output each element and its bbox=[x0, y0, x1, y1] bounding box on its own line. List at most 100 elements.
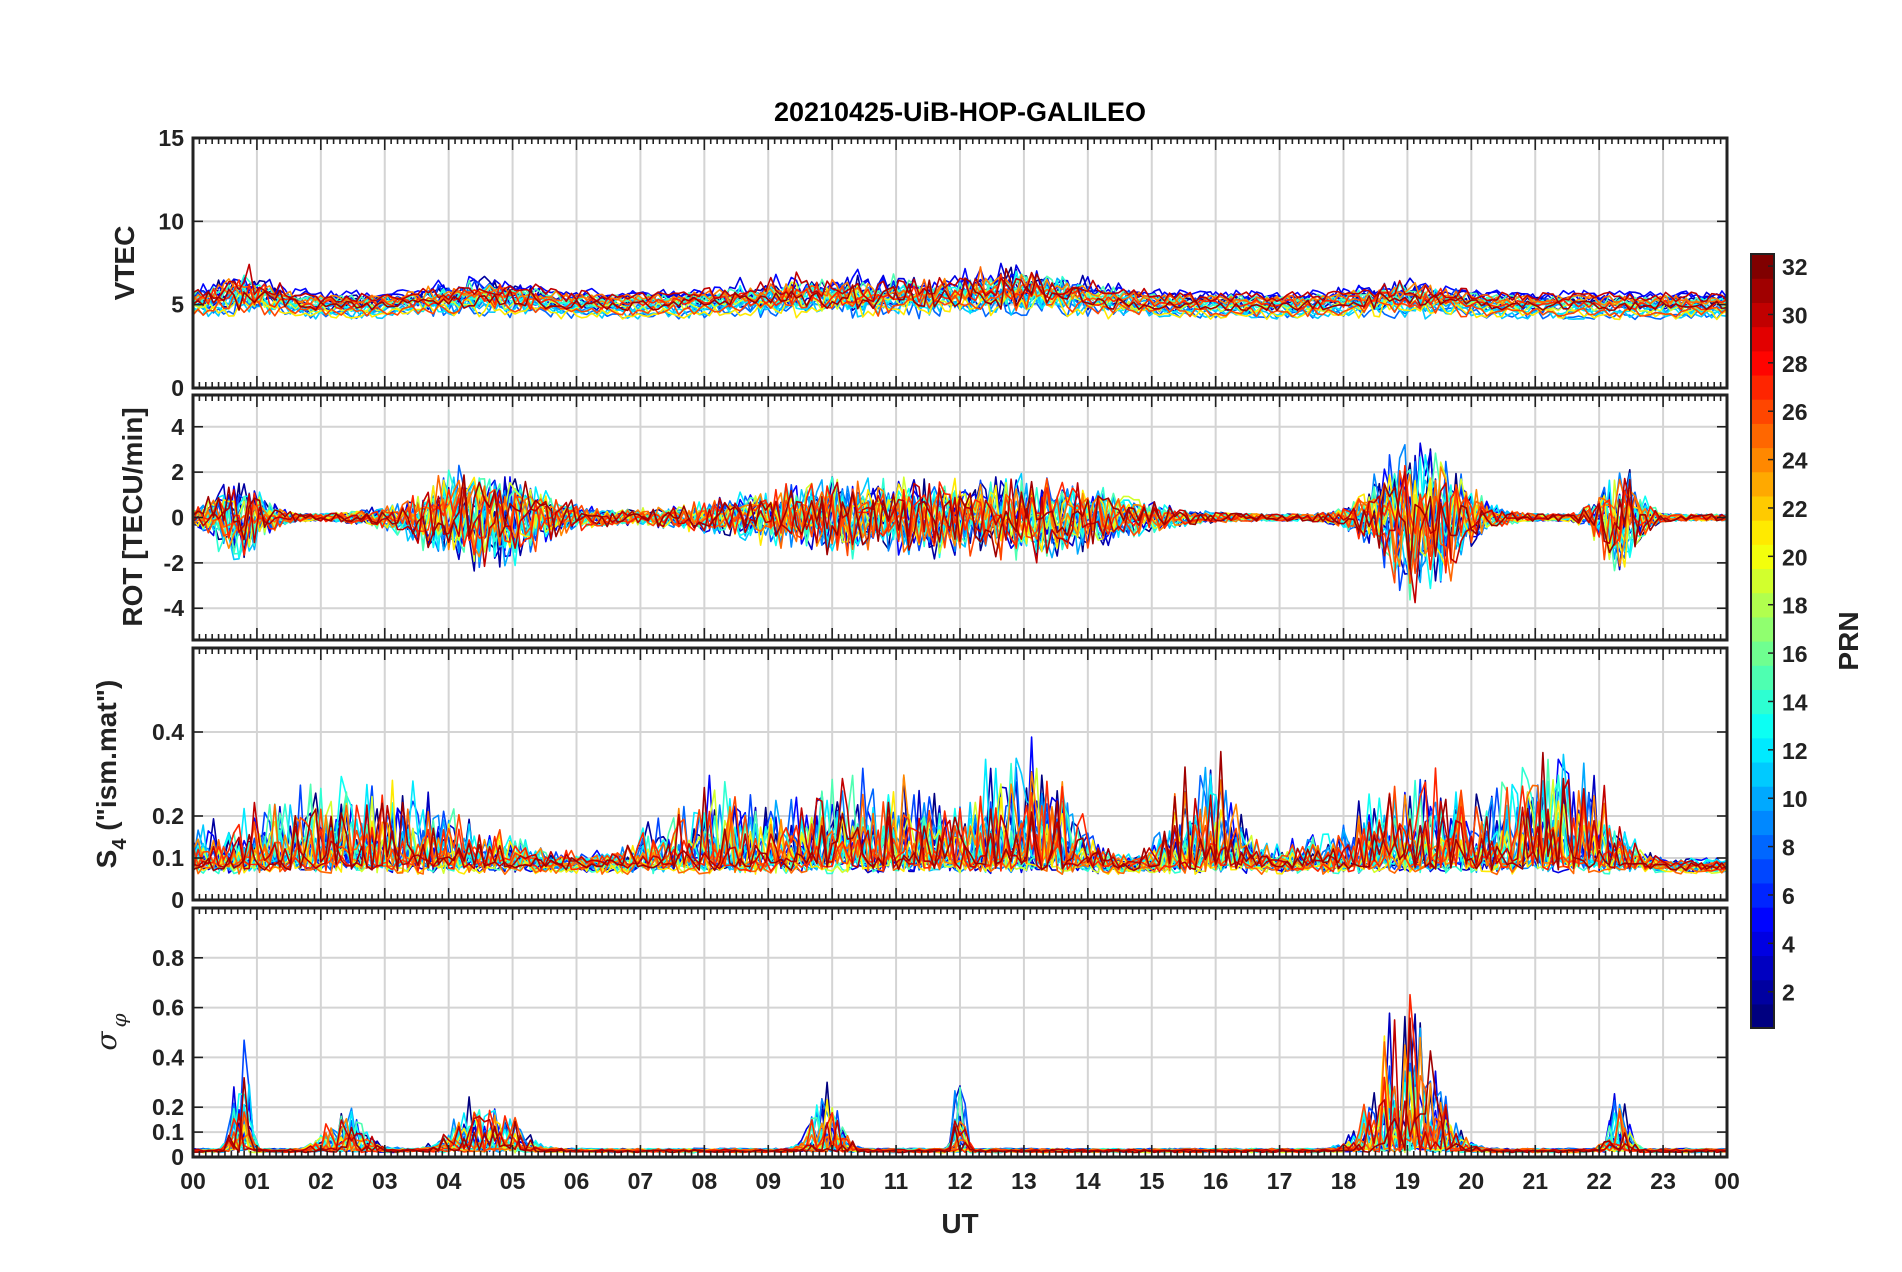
series-line-prn-31 bbox=[193, 750, 1727, 872]
panel-sigma-phi: 00.10.2 0.4 0.6 0.8 σφ bbox=[90, 906, 1729, 1170]
sigma-ylabel-main: σ bbox=[90, 1031, 123, 1051]
colorbar-band bbox=[1751, 641, 1774, 666]
y-tick-label: 0.8 bbox=[152, 945, 184, 971]
x-tick-label: 13 bbox=[1011, 1168, 1037, 1194]
series-line-prn-27 bbox=[193, 464, 1727, 574]
x-tick-label: 19 bbox=[1395, 1168, 1421, 1194]
x-tick-label: 00 bbox=[180, 1168, 206, 1194]
colorbar-band bbox=[1751, 471, 1774, 497]
y-tick-label: 10 bbox=[158, 208, 184, 234]
y-tick-label: 0.4 bbox=[152, 1044, 184, 1070]
series-line-prn-25 bbox=[193, 474, 1727, 584]
colorbar-band bbox=[1751, 761, 1774, 787]
vtec-series bbox=[193, 262, 1727, 321]
x-tick-label: 06 bbox=[564, 1168, 590, 1194]
colorbar-tick-label: 4 bbox=[1782, 931, 1795, 957]
colorbar-band bbox=[1751, 302, 1774, 328]
y-tick-label: 0.1 bbox=[152, 845, 184, 871]
colorbar-band bbox=[1751, 254, 1774, 279]
series-line-prn-11 bbox=[193, 284, 1727, 320]
colorbar-band bbox=[1751, 278, 1774, 303]
colorbar-band bbox=[1751, 931, 1774, 957]
x-tick-label: 05 bbox=[500, 1168, 526, 1194]
colorbar-band bbox=[1751, 955, 1774, 981]
sigma-tick-labels: 00.10.2 0.4 0.6 0.8 bbox=[152, 945, 184, 1170]
colorbar-tick-label: 16 bbox=[1782, 641, 1808, 667]
colorbar-label: PRN bbox=[1833, 611, 1864, 670]
colorbar-tick-label: 8 bbox=[1782, 835, 1795, 861]
colorbar-band bbox=[1751, 447, 1774, 473]
y-tick-label: 5 bbox=[171, 292, 184, 318]
x-tick-label: 14 bbox=[1075, 1168, 1101, 1194]
x-tick-label: 10 bbox=[819, 1168, 845, 1194]
series-line-prn-30 bbox=[193, 263, 1727, 303]
colorbar-tick-label: 22 bbox=[1782, 496, 1808, 522]
colorbar-band bbox=[1751, 713, 1774, 739]
x-tick-labels: 00 01 02 03 04 05 06 07 08 09 10 11 12 13 14 15 16 17 18 19… bbox=[180, 1168, 1740, 1194]
colorbar-band bbox=[1751, 495, 1774, 521]
x-tick-label: 23 bbox=[1650, 1168, 1676, 1194]
vtec-tick-labels: 0 5 10 15 bbox=[158, 125, 184, 401]
x-tick-label: 00 bbox=[1714, 1168, 1740, 1194]
x-tick-label: 21 bbox=[1522, 1168, 1548, 1194]
colorbar-bands bbox=[1751, 254, 1774, 1029]
s4-series bbox=[193, 736, 1727, 876]
y-tick-label: 4 bbox=[171, 414, 184, 440]
colorbar-band bbox=[1751, 737, 1774, 763]
colorbar-tick-label: 32 bbox=[1782, 254, 1808, 280]
rot-ticks bbox=[192, 395, 1728, 640]
series-line-prn-31 bbox=[193, 474, 1727, 570]
s4-tick-labels: 0 0.1 0.2 0.4 bbox=[152, 719, 184, 913]
panel-vtec: 0 5 10 15 VTEC bbox=[109, 125, 1729, 401]
y-tick-label: -2 bbox=[164, 550, 184, 576]
x-tick-label: 02 bbox=[308, 1168, 334, 1194]
sigma-grid bbox=[193, 908, 1727, 1157]
y-tick-label: 0.1 bbox=[152, 1119, 184, 1145]
rot-axes-box bbox=[191, 393, 1729, 642]
colorbar-band bbox=[1751, 544, 1774, 570]
colorbar-band bbox=[1751, 520, 1774, 545]
vtec-grid bbox=[193, 138, 1727, 388]
y-tick-label: 0 bbox=[171, 887, 184, 913]
x-tick-label: 11 bbox=[884, 1168, 909, 1194]
x-tick-label: 22 bbox=[1586, 1168, 1612, 1194]
y-tick-label: 0.2 bbox=[152, 803, 184, 829]
x-tick-label: 15 bbox=[1139, 1168, 1165, 1194]
x-axis-label: UT bbox=[941, 1208, 978, 1239]
x-tick-label: 01 bbox=[244, 1168, 270, 1194]
x-tick-label: 08 bbox=[692, 1168, 718, 1194]
x-tick-label: 20 bbox=[1459, 1168, 1485, 1194]
y-tick-label: 0 bbox=[171, 505, 184, 531]
colorbar-tick-label: 6 bbox=[1782, 883, 1795, 909]
s4-ylabel-sub: 4 bbox=[109, 838, 131, 850]
series-line-prn-14 bbox=[193, 762, 1727, 875]
s4-axes-box bbox=[191, 646, 1729, 902]
colorbar-tick-label: 2 bbox=[1782, 980, 1795, 1006]
s4-ylabel: S4 ("ism.mat") bbox=[91, 680, 131, 869]
y-tick-label: 0.2 bbox=[152, 1094, 184, 1120]
series-line-prn-27 bbox=[193, 767, 1727, 873]
colorbar-band bbox=[1751, 350, 1774, 376]
s4-ylabel-rest: ("ism.mat") bbox=[91, 680, 122, 839]
series-line-prn-21 bbox=[193, 284, 1727, 321]
y-tick-label: 2 bbox=[171, 459, 184, 485]
x-tick-label: 18 bbox=[1331, 1168, 1357, 1194]
panel-rot: -4 -2 0 2 4 ROT [TECU/min] bbox=[117, 393, 1729, 642]
colorbar-band bbox=[1751, 858, 1774, 884]
series-line-prn-26 bbox=[193, 785, 1727, 869]
colorbar-tick-label: 28 bbox=[1782, 351, 1808, 377]
colorbar-band bbox=[1751, 834, 1774, 860]
s4-ylabel-main: S bbox=[91, 850, 122, 869]
vtec-axes-box bbox=[191, 136, 1729, 390]
colorbar-band bbox=[1751, 399, 1774, 424]
x-tick-label: 03 bbox=[372, 1168, 398, 1194]
x-tick-label: 12 bbox=[947, 1168, 973, 1194]
chart-title: 20210425-UiB-HOP-GALILEO bbox=[774, 97, 1146, 127]
vtec-ylabel: VTEC bbox=[109, 226, 140, 301]
colorbar-tick-label: 18 bbox=[1782, 593, 1808, 619]
series-line-prn-25 bbox=[193, 266, 1727, 306]
panel-s4: 0 0.1 0.2 0.4 S4 ("ism.mat") bbox=[91, 646, 1729, 913]
